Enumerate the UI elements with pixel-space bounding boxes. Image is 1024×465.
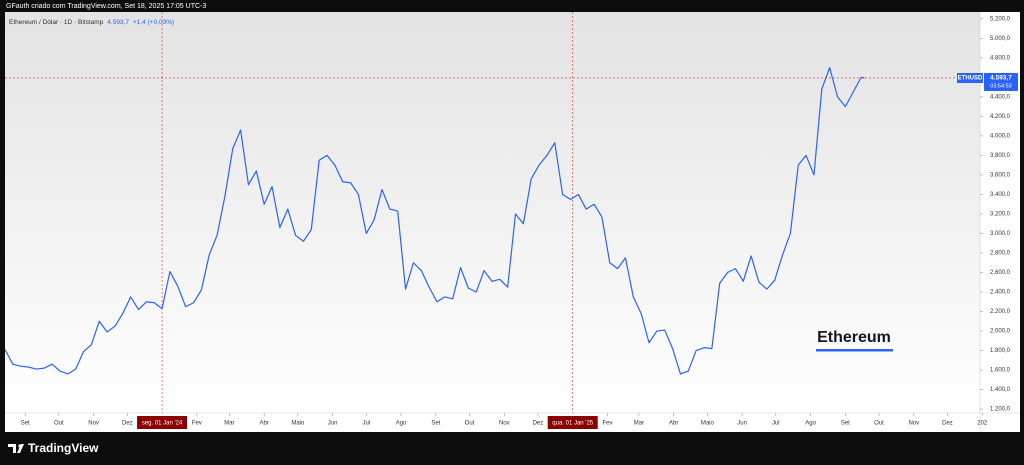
x-tick-label: Dez	[122, 421, 133, 427]
plot	[5, 12, 980, 413]
price-line	[5, 67, 865, 375]
x-tick-label: seg. 01 Jan '24	[142, 421, 183, 427]
x-tick-label: Dez	[942, 421, 953, 427]
x-tick-label: Fev	[192, 421, 202, 427]
x-tick-highlight	[547, 416, 598, 429]
y-tick-label: 4.000,0	[990, 133, 1011, 139]
y-tick-label: 2.400,0	[990, 290, 1011, 296]
x-tick-label: Ago	[396, 421, 407, 427]
legend: Ethereum / Dólar · 1D · Bitstamp 4.593,7 +…	[9, 19, 174, 26]
x-tick-label: Jul	[362, 421, 370, 427]
y-tick-label: 2.600,0	[990, 270, 1011, 276]
x-tick-label: Set	[21, 421, 30, 427]
legend-title: Ethereum / Dólar · 1D · Bitstamp	[9, 19, 104, 26]
x-tick-label: Mar	[224, 421, 234, 427]
x-tick-label: Set	[431, 421, 440, 427]
y-tick-label: 1.400,0	[990, 387, 1011, 393]
y-tick-label: 4.200,0	[990, 114, 1011, 120]
time-axis	[5, 413, 1020, 432]
y-tick-label: 4.400,0	[990, 94, 1011, 100]
symbol-label: ETHUSD	[958, 76, 983, 82]
price-tag	[984, 72, 1018, 91]
footer-brand: TradingView	[28, 441, 99, 455]
x-tick-label: Abr	[669, 421, 678, 427]
x-tick-label: Out	[874, 421, 884, 427]
x-tick-label: Ago	[805, 421, 816, 427]
header: GFauth criado com TradingView.com, Set 1…	[6, 3, 206, 10]
y-tick-label: 3.400,0	[990, 192, 1011, 198]
axes: 1.200,0 1.400,0 1.600,0 1.800,0 2.000,0 2.200…	[21, 16, 1018, 429]
y-tick-label: 5.000,0	[990, 36, 1011, 42]
plot-area	[5, 12, 980, 413]
y-tick-label: 1.200,0	[990, 407, 1011, 413]
y-tick-label: 2.800,0	[990, 251, 1011, 257]
x-tick-label: Set	[841, 421, 850, 427]
legend-change: +1,4 (+0,03%)	[133, 19, 174, 26]
y-tick-label: 1.800,0	[990, 348, 1011, 354]
x-tick-label: 202	[977, 421, 988, 427]
x-tick-label: Nov	[88, 421, 99, 427]
tradingview-logo: TradingView	[8, 441, 99, 455]
x-tick-label: Maio	[701, 421, 715, 427]
y-tick-label: 2.000,0	[990, 329, 1011, 335]
x-tick-label: Dez	[533, 421, 544, 427]
x-tick-label: qua. 01 Jan '25	[552, 421, 594, 427]
y-tick-label: 3.200,0	[990, 212, 1011, 218]
y-tick-label: 3.800,0	[990, 153, 1011, 159]
y-tick-label: 1.600,0	[990, 368, 1011, 374]
y-tick-label: 2.200,0	[990, 309, 1011, 315]
x-tick-label: Out	[465, 421, 475, 427]
x-tick-label: Nov	[908, 421, 919, 427]
legend-price: 4.593,7	[107, 19, 129, 26]
x-tick-label: Maio	[291, 421, 305, 427]
watermark: Ethereum	[817, 329, 891, 346]
price-tag-value: 4.593,7	[990, 75, 1012, 82]
symbol-tag	[957, 72, 983, 83]
x-tick-label: Abr	[260, 421, 269, 427]
watermark-underline	[816, 349, 893, 352]
logo-icon	[18, 444, 22, 448]
x-tick-label: Jul	[772, 421, 780, 427]
x-tick-label: Fev	[602, 421, 612, 427]
y-tick-label: 5.200,0	[990, 16, 1011, 22]
y-tick-label: 3.000,0	[990, 231, 1011, 237]
x-tick-label: Jun	[328, 421, 338, 427]
y-tick-label: 4.800,0	[990, 55, 1011, 61]
x-tick-label: Nov	[499, 421, 510, 427]
x-tick-label: Out	[54, 421, 64, 427]
x-tick-highlight	[137, 416, 188, 429]
price-tag-countdown: 03:54:53	[990, 83, 1011, 89]
y-tick-label: 3.600,0	[990, 173, 1011, 179]
x-tick-label: Mar	[634, 421, 644, 427]
x-tick-label: Jun	[737, 421, 747, 427]
